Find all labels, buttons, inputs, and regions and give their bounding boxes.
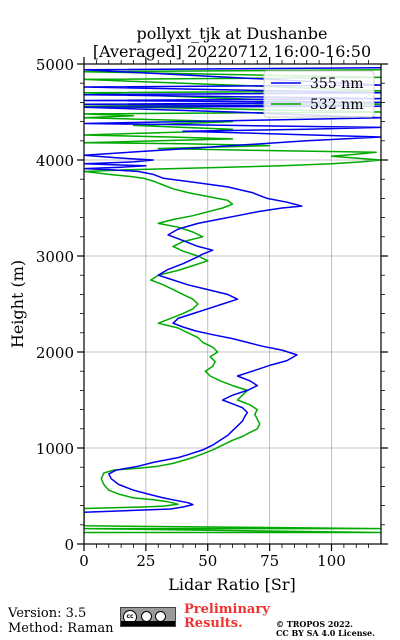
- method-text: Method: Raman: [8, 621, 114, 636]
- x-tick-label: 50: [198, 552, 217, 570]
- plot-lines: [84, 67, 381, 534]
- y-tick-label: 0: [64, 536, 74, 554]
- x-tick-label: 0: [79, 552, 89, 570]
- preliminary-line2: Results.: [184, 616, 243, 631]
- license-strip: [121, 621, 175, 626]
- y-tick-label: 3000: [36, 248, 74, 266]
- preliminary-line1: Preliminary: [184, 602, 270, 617]
- cc-license-badge: cc: [120, 607, 176, 627]
- legend-label-532: 532 nm: [310, 97, 363, 113]
- legend-label-355: 355 nm: [310, 76, 363, 92]
- footer-info: Version: 3.5 Method: Raman: [8, 606, 114, 636]
- y-tick-label: 1000: [36, 440, 74, 458]
- x-tick-label: 75: [260, 552, 279, 570]
- y-tick-label: 5000: [36, 56, 74, 74]
- series-line-355-nm: [84, 67, 381, 514]
- chart-title-line1: pollyxt_tjk at Dushanbe: [136, 24, 327, 43]
- cc-icon: cc: [123, 610, 137, 624]
- y-axis-label: Height (m): [8, 260, 27, 348]
- version-text: Version: 3.5: [8, 606, 87, 621]
- x-tick-label: 25: [136, 552, 155, 570]
- series-line-532-nm: [84, 69, 381, 534]
- legend: 355 nm 532 nm: [263, 70, 375, 118]
- preliminary-notice: Preliminary Results.: [184, 603, 270, 631]
- chart-title-line2: [Averaged] 20220712 16:00-16:50: [93, 42, 371, 61]
- y-tick-label: 2000: [36, 344, 74, 362]
- copyright-line2: CC BY SA 4.0 License.: [276, 628, 375, 638]
- y-tick-label: 4000: [36, 152, 74, 170]
- copyright-line1: © TROPOS 2022.: [276, 619, 353, 629]
- lidar-ratio-chart: pollyxt_tjk at Dushanbe [Averaged] 20220…: [8, 24, 388, 594]
- x-tick-label: 100: [317, 552, 346, 570]
- x-axis-label: Lidar Ratio [Sr]: [168, 575, 296, 594]
- copyright-notice: © TROPOS 2022. CC BY SA 4.0 License.: [276, 620, 375, 638]
